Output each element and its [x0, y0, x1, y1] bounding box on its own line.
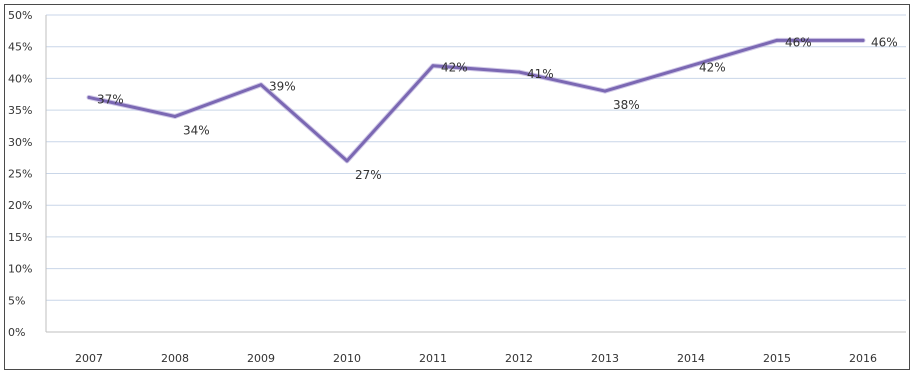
y-tick-label: 5% — [8, 294, 25, 307]
x-tick-label: 2009 — [247, 352, 275, 365]
series-group — [86, 37, 866, 164]
x-axis-ticks: 2007 2008 2009 2010 2011 2012 2013 2014 2015 2016 — [75, 352, 877, 365]
data-label: 46% — [871, 35, 898, 49]
y-tick-label: 40% — [8, 72, 32, 85]
data-label: 34% — [183, 123, 210, 137]
y-tick-label: 35% — [8, 104, 32, 117]
x-tick-label: 2013 — [591, 352, 619, 365]
data-label: 37% — [97, 92, 124, 106]
data-point — [87, 95, 91, 99]
y-axis-ticks: 0% 5% 10% 15% 20% 25% 30% 35% 40% 45% 50% — [8, 9, 32, 339]
data-point — [775, 38, 779, 42]
x-tick-label: 2007 — [75, 352, 103, 365]
data-label: 27% — [355, 168, 382, 182]
data-point — [345, 159, 349, 163]
x-tick-label: 2008 — [161, 352, 189, 365]
data-label: 38% — [613, 98, 640, 112]
x-tick-label: 2011 — [419, 352, 447, 365]
data-label: 42% — [699, 61, 726, 75]
x-tick-label: 2010 — [333, 352, 361, 365]
data-label: 39% — [269, 80, 296, 94]
data-point — [431, 64, 435, 68]
x-tick-label: 2015 — [763, 352, 791, 365]
x-tick-label: 2014 — [677, 352, 705, 365]
y-tick-label: 10% — [8, 263, 32, 276]
data-point — [861, 38, 865, 42]
data-point — [259, 83, 263, 87]
x-tick-label: 2016 — [849, 352, 877, 365]
y-tick-label: 50% — [8, 9, 32, 22]
y-tick-label: 30% — [8, 136, 32, 149]
y-tick-label: 0% — [8, 326, 25, 339]
data-point — [689, 64, 693, 68]
x-tick-label: 2012 — [505, 352, 533, 365]
data-point — [173, 114, 177, 118]
series-line — [87, 38, 865, 163]
series-line-halo — [86, 37, 866, 164]
gridlines — [45, 14, 906, 333]
y-tick-label: 20% — [8, 199, 32, 212]
data-label: 46% — [785, 35, 812, 49]
y-tick-label: 15% — [8, 231, 32, 244]
data-labels: 37% 34% 39% 27% 42% 41% 38% 42% 46% 46% — [97, 35, 898, 181]
data-point — [603, 89, 607, 93]
data-point — [517, 70, 521, 74]
y-tick-label: 45% — [8, 41, 32, 54]
data-label: 41% — [527, 67, 554, 81]
y-tick-label: 25% — [8, 168, 32, 181]
data-label: 42% — [441, 61, 468, 75]
